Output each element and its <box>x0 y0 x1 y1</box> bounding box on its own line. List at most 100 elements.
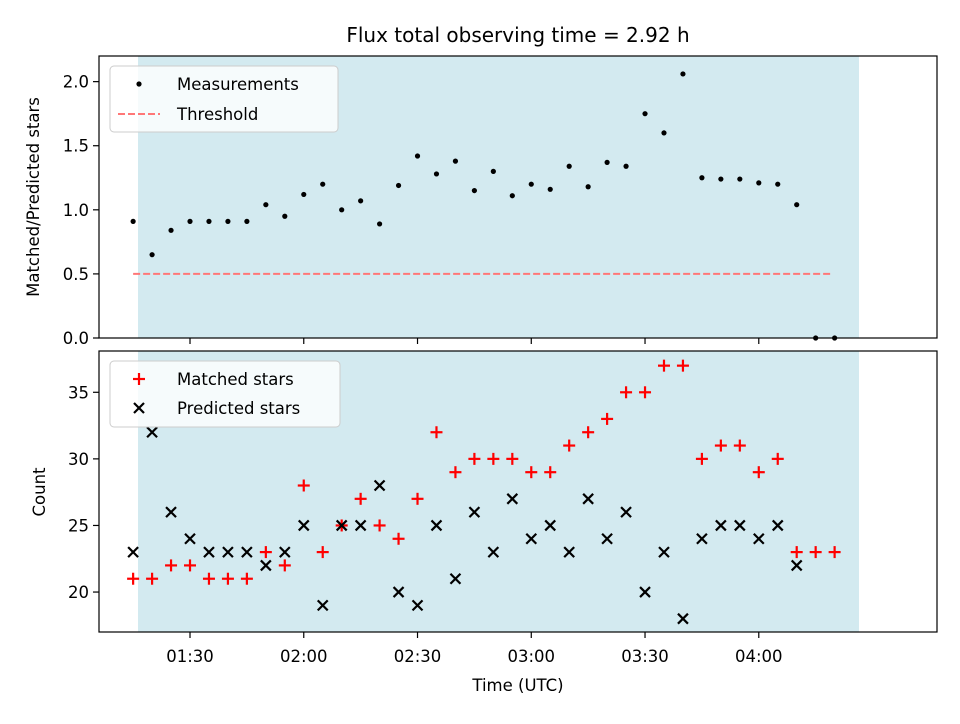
bottom-plot-frame <box>98 350 938 633</box>
measurement-point <box>490 168 496 174</box>
measurement-points <box>130 71 838 341</box>
y-tick-label: 30 <box>68 450 89 469</box>
predicted-star-point <box>279 546 291 558</box>
y-tick-label: 0.5 <box>63 265 89 284</box>
matched-star-point <box>392 532 405 545</box>
measurement-point <box>680 71 686 77</box>
top-x-ticks <box>189 338 760 344</box>
matched-star-point <box>430 426 443 439</box>
x-tick-label: 02:30 <box>394 647 442 666</box>
measurement-point <box>433 171 440 177</box>
predicted-star-point <box>601 532 613 545</box>
matched-star-point <box>620 386 633 399</box>
legend-matched-marker <box>133 373 145 385</box>
matched-star-point <box>544 466 557 479</box>
predicted-star-point <box>525 532 538 545</box>
measurement-point <box>320 181 326 187</box>
measurement-point <box>452 158 459 164</box>
bottom-y-axis-label: Count <box>30 467 49 517</box>
legend-measurements-marker <box>136 81 142 87</box>
measurement-point <box>301 191 307 198</box>
matched-star-point <box>582 426 595 439</box>
matched-star-point <box>373 519 386 532</box>
matched-star-point <box>165 559 178 572</box>
measurement-point <box>604 159 610 165</box>
measurement-point <box>244 218 250 224</box>
matched-star-point <box>316 546 329 559</box>
predicted-star-point <box>430 519 443 532</box>
predicted-star-point <box>658 546 670 558</box>
y-tick-label: 1.0 <box>63 201 89 220</box>
predicted-star-point <box>260 559 272 572</box>
predicted-star-point <box>165 506 177 518</box>
measurement-point <box>395 182 402 189</box>
matched-star-point <box>771 452 784 465</box>
measurement-point <box>168 227 174 233</box>
measurement-point <box>225 218 231 224</box>
matched-star-point <box>259 546 272 559</box>
predicted-star-point <box>184 532 196 545</box>
matched-star-point <box>506 452 519 465</box>
predicted-star-point <box>354 519 367 532</box>
matched-star-point <box>449 466 462 479</box>
matched-star-point <box>221 572 234 585</box>
top-plot-frame <box>98 55 938 339</box>
matched-star-point <box>468 452 481 465</box>
predicted-star-point <box>127 546 139 558</box>
measurement-point <box>699 175 705 181</box>
measurement-point <box>566 163 572 169</box>
x-tick-label: 01:30 <box>166 647 214 666</box>
matched-star-point <box>487 452 500 465</box>
matched-star-point <box>127 572 140 585</box>
measurement-point <box>471 187 477 194</box>
measurement-point <box>149 252 155 258</box>
top-panel: 0.00.51.01.52.0 Matched/Predicted stars … <box>24 55 938 348</box>
measurement-point <box>585 184 591 190</box>
measurement-point <box>282 213 288 219</box>
legend-threshold-label: Threshold <box>176 105 258 124</box>
predicted-star-point <box>620 506 632 518</box>
matched-star-point <box>563 439 576 452</box>
predicted-star-point <box>544 519 557 532</box>
predicted-star-point <box>734 519 746 532</box>
matched-star-point <box>809 546 822 559</box>
predicted-star-point <box>487 546 500 558</box>
measurement-point <box>547 186 553 192</box>
predicted-star-point <box>335 519 348 532</box>
y-tick-label: 25 <box>68 516 89 535</box>
measurement-point <box>376 221 383 227</box>
bottom-legend-box <box>109 360 341 428</box>
measurement-point <box>623 163 629 169</box>
predicted-star-point <box>715 519 727 532</box>
matched-star-point <box>525 466 538 479</box>
measurement-point <box>775 181 781 187</box>
predicted-star-point <box>696 532 708 545</box>
measurement-point <box>718 176 724 182</box>
y-tick-label: 35 <box>68 383 89 402</box>
matched-star-point <box>354 492 367 505</box>
predicted-star-point <box>563 546 575 558</box>
predicted-star-point <box>373 479 386 492</box>
measurement-point <box>794 202 800 208</box>
measurement-point <box>414 153 421 159</box>
matched-star-point <box>411 492 424 505</box>
matched-star-point <box>601 412 614 425</box>
x-tick-label: 02:00 <box>280 647 328 666</box>
measurement-point <box>339 207 345 213</box>
predicted-star-point <box>241 546 253 558</box>
matched-star-point <box>657 359 670 372</box>
matched-star-point <box>752 466 765 479</box>
measurement-point <box>737 176 743 182</box>
predicted-star-point <box>790 559 803 572</box>
measurement-point <box>358 198 364 204</box>
chart-title: Flux total observing time = 2.92 h <box>346 23 689 47</box>
x-tick-label: 03:30 <box>621 647 669 666</box>
predicted-star-point <box>677 612 689 625</box>
measurement-point <box>528 181 534 187</box>
y-tick-label: 0.0 <box>63 329 89 348</box>
measurement-point <box>642 111 648 117</box>
predicted-star-point <box>411 599 424 612</box>
y-tick-label: 2.0 <box>63 73 89 92</box>
predicted-star-point <box>771 519 784 532</box>
predicted-star-point <box>468 506 481 518</box>
